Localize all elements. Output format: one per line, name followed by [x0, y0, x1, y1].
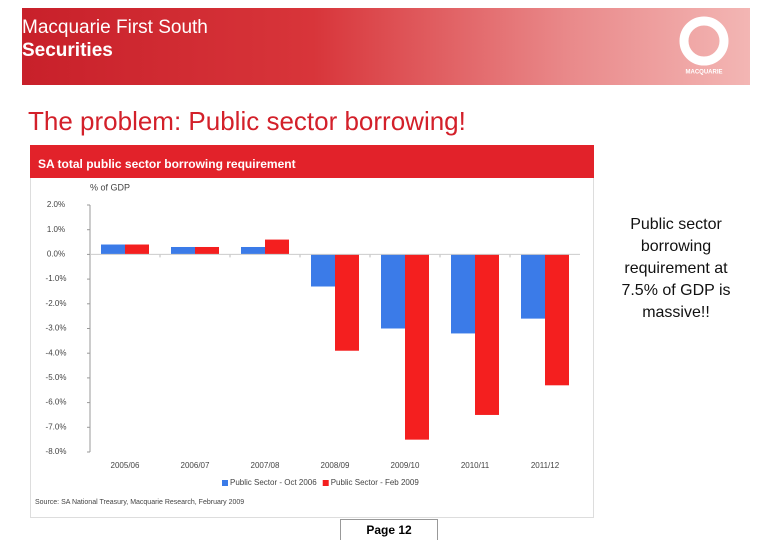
- x-tick-label: 2006/07: [181, 461, 210, 470]
- y-tick-label: -5.0%: [46, 373, 67, 382]
- page-box: [340, 519, 438, 540]
- bar: [405, 254, 429, 440]
- y-tick-label: 2.0%: [47, 200, 65, 209]
- legend-swatch: [322, 480, 329, 486]
- logo-text: MACQUARIE: [686, 70, 723, 76]
- legend-label: Public Sector - Oct 2006: [230, 478, 317, 487]
- y-tick-label: -8.0%: [46, 447, 67, 456]
- banner: [22, 8, 750, 85]
- y-tick-label: -3.0%: [46, 324, 67, 333]
- bar: [311, 254, 335, 287]
- y-tick-label: -1.0%: [46, 274, 67, 283]
- chart-title: SA total public sector borrowing require…: [38, 157, 296, 171]
- y-tick-label: -4.0%: [46, 348, 67, 357]
- y-tick-label: -2.0%: [46, 299, 67, 308]
- bar: [125, 244, 149, 255]
- page-number: Page 12: [366, 523, 412, 537]
- brand-line: Securities: [22, 40, 113, 61]
- bar: [101, 244, 125, 255]
- bar: [451, 254, 475, 334]
- chart-header: [30, 145, 594, 178]
- brand-line: Macquarie First South: [22, 17, 208, 38]
- bar: [521, 254, 545, 319]
- bar: [171, 246, 195, 255]
- y-tick-label: -6.0%: [46, 398, 67, 407]
- y-tick-label: 1.0%: [47, 225, 65, 234]
- bar: [381, 254, 405, 329]
- legend-swatch: [222, 480, 228, 486]
- bar: [265, 239, 289, 255]
- y-axis-label: % of GDP: [90, 182, 130, 192]
- x-tick-label: 2010/11: [461, 461, 490, 470]
- bar: [335, 254, 359, 351]
- bar: [475, 254, 499, 415]
- x-tick-label: 2009/10: [391, 461, 420, 470]
- y-tick-label: -7.0%: [46, 422, 67, 431]
- bar: [195, 246, 219, 255]
- bar: [241, 246, 265, 255]
- slide-title: The problem: Public sector borrowing!: [28, 106, 466, 136]
- source: Source: SA National Treasury, Macquarie …: [35, 499, 244, 506]
- bar: [545, 254, 569, 386]
- x-tick-label: 2008/09: [321, 461, 350, 470]
- annotation: Public sector borrowing requirement at 7…: [621, 216, 731, 321]
- logo-ring: [679, 16, 729, 66]
- y-tick-label: 0.0%: [47, 250, 65, 259]
- x-tick-label: 2005/06: [111, 461, 140, 470]
- legend-label: Public Sector - Feb 2009: [331, 478, 420, 487]
- x-tick-label: 2007/08: [251, 461, 280, 470]
- x-tick-label: 2011/12: [531, 461, 560, 470]
